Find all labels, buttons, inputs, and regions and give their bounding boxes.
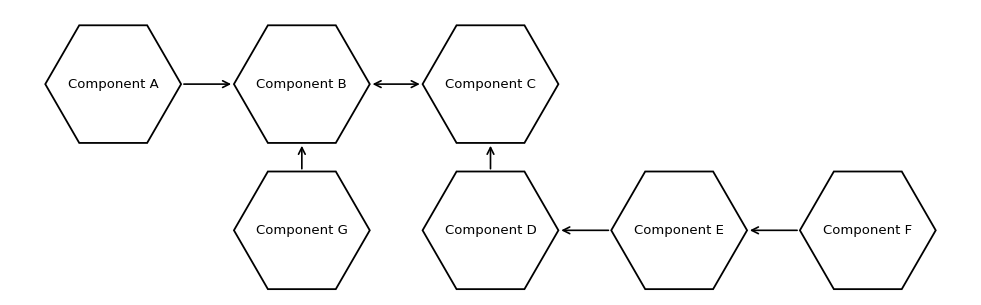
Polygon shape bbox=[233, 25, 370, 143]
Polygon shape bbox=[423, 171, 558, 289]
Polygon shape bbox=[45, 25, 181, 143]
Polygon shape bbox=[611, 171, 748, 289]
Text: Component E: Component E bbox=[634, 224, 724, 237]
Text: Component F: Component F bbox=[823, 224, 912, 237]
Polygon shape bbox=[233, 171, 370, 289]
Text: Component A: Component A bbox=[68, 77, 159, 91]
Text: Component C: Component C bbox=[445, 77, 536, 91]
Text: Component B: Component B bbox=[256, 77, 347, 91]
Polygon shape bbox=[423, 25, 558, 143]
Polygon shape bbox=[800, 171, 936, 289]
Text: Component D: Component D bbox=[444, 224, 537, 237]
Text: Component G: Component G bbox=[256, 224, 348, 237]
